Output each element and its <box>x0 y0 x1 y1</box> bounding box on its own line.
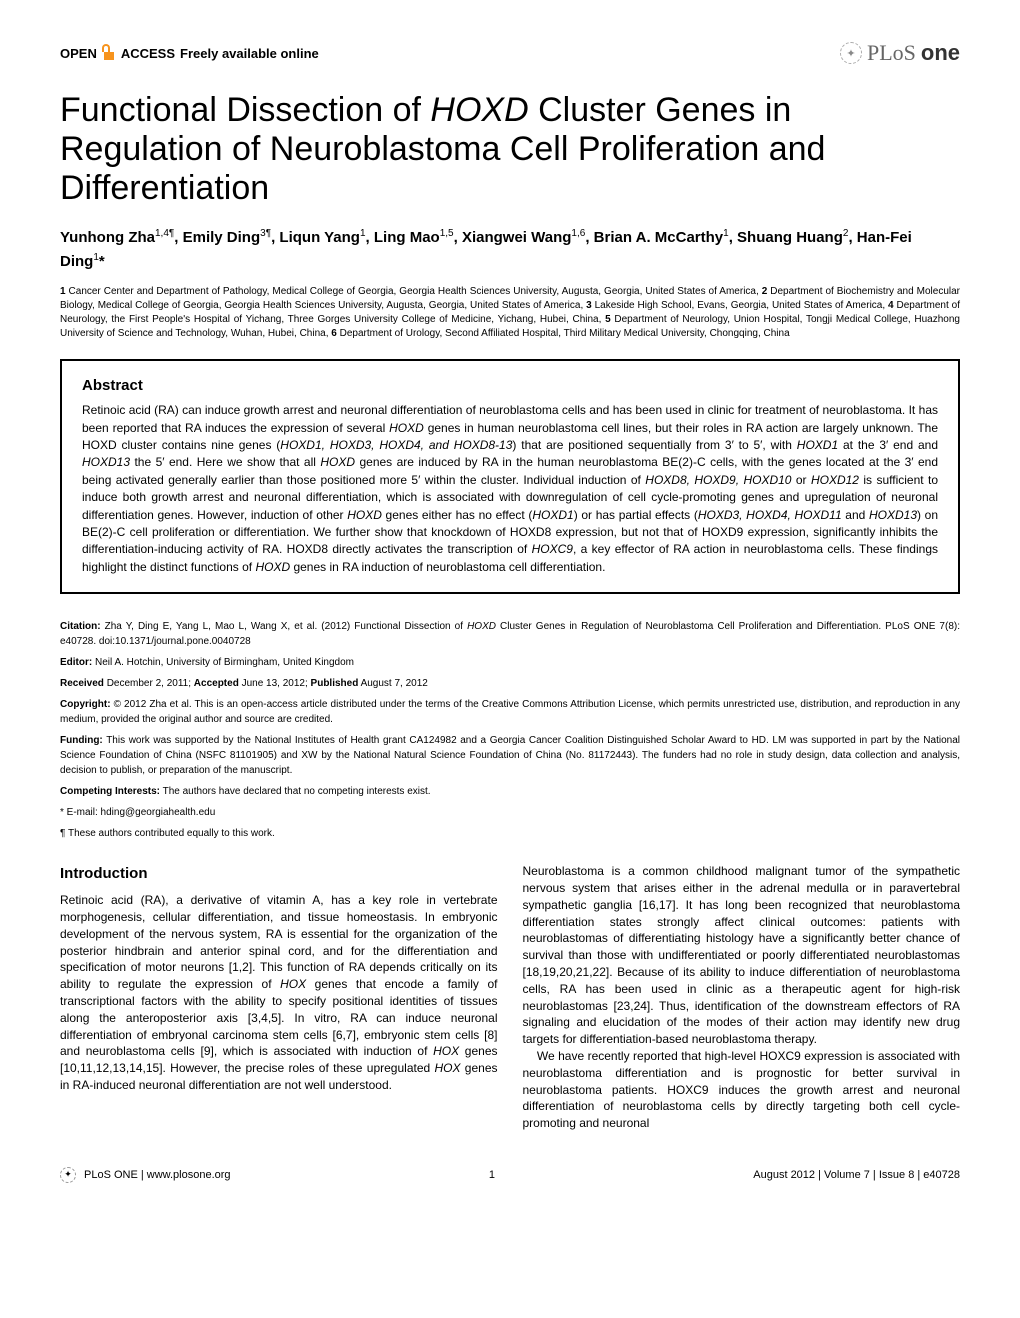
footer-page: 1 <box>489 1169 495 1181</box>
competing-interests: Competing Interests: The authors have de… <box>60 784 960 799</box>
abstract-text: Retinoic acid (RA) can induce growth arr… <box>82 402 938 576</box>
meta-section: Citation: Zha Y, Ding E, Yang L, Mao L, … <box>60 619 960 841</box>
body-columns: Introduction Retinoic acid (RA), a deriv… <box>60 863 960 1132</box>
footer-logo-icon: ✦ <box>60 1167 76 1183</box>
introduction-heading: Introduction <box>60 863 498 884</box>
one-text: one <box>921 40 960 66</box>
open-text: OPEN <box>60 46 97 61</box>
page-footer: ✦ PLoS ONE | www.plosone.org 1 August 20… <box>60 1167 960 1183</box>
equal-contribution: ¶ These authors contributed equally to t… <box>60 826 960 841</box>
footer-left: ✦ PLoS ONE | www.plosone.org <box>60 1167 231 1183</box>
editor: Editor: Neil A. Hotchin, University of B… <box>60 655 960 670</box>
right-column: Neuroblastoma is a common childhood mali… <box>523 863 961 1132</box>
title-italic: HOXD <box>430 91 528 129</box>
plos-text: PLoS <box>867 40 916 66</box>
footer-issue: August 2012 | Volume 7 | Issue 8 | e4072… <box>753 1169 960 1181</box>
affiliations: 1 Cancer Center and Department of Pathol… <box>60 285 960 341</box>
footer-journal: PLoS ONE | www.plosone.org <box>84 1169 231 1181</box>
header-bar: OPEN ACCESS Freely available online ✦ PL… <box>60 40 960 66</box>
freely-text: Freely available online <box>180 46 319 61</box>
copyright: Copyright: © 2012 Zha et al. This is an … <box>60 697 960 727</box>
access-text: ACCESS <box>121 46 175 61</box>
title-pre: Functional Dissection of <box>60 91 430 129</box>
citation: Citation: Zha Y, Ding E, Yang L, Mao L, … <box>60 619 960 649</box>
abstract-box: Abstract Retinoic acid (RA) can induce g… <box>60 359 960 594</box>
open-access-label: OPEN ACCESS Freely available online <box>60 46 319 61</box>
unlock-icon <box>102 46 116 60</box>
funding: Funding: This work was supported by the … <box>60 733 960 778</box>
globe-icon: ✦ <box>840 42 862 64</box>
corresponding-email: * E-mail: hding@georgiahealth.edu <box>60 805 960 820</box>
authors-list: Yunhong Zha1,4¶, Emily Ding3¶, Liqun Yan… <box>60 226 960 273</box>
intro-para-1: Retinoic acid (RA), a derivative of vita… <box>60 892 498 1094</box>
intro-para-3: We have recently reported that high-leve… <box>523 1048 961 1132</box>
left-column: Introduction Retinoic acid (RA), a deriv… <box>60 863 498 1132</box>
article-title: Functional Dissection of HOXD Cluster Ge… <box>60 91 960 208</box>
intro-para-2: Neuroblastoma is a common childhood mali… <box>523 863 961 1048</box>
dates: Received December 2, 2011; Accepted June… <box>60 676 960 691</box>
abstract-heading: Abstract <box>82 377 938 394</box>
plos-logo: ✦ PLoS one <box>840 40 960 66</box>
